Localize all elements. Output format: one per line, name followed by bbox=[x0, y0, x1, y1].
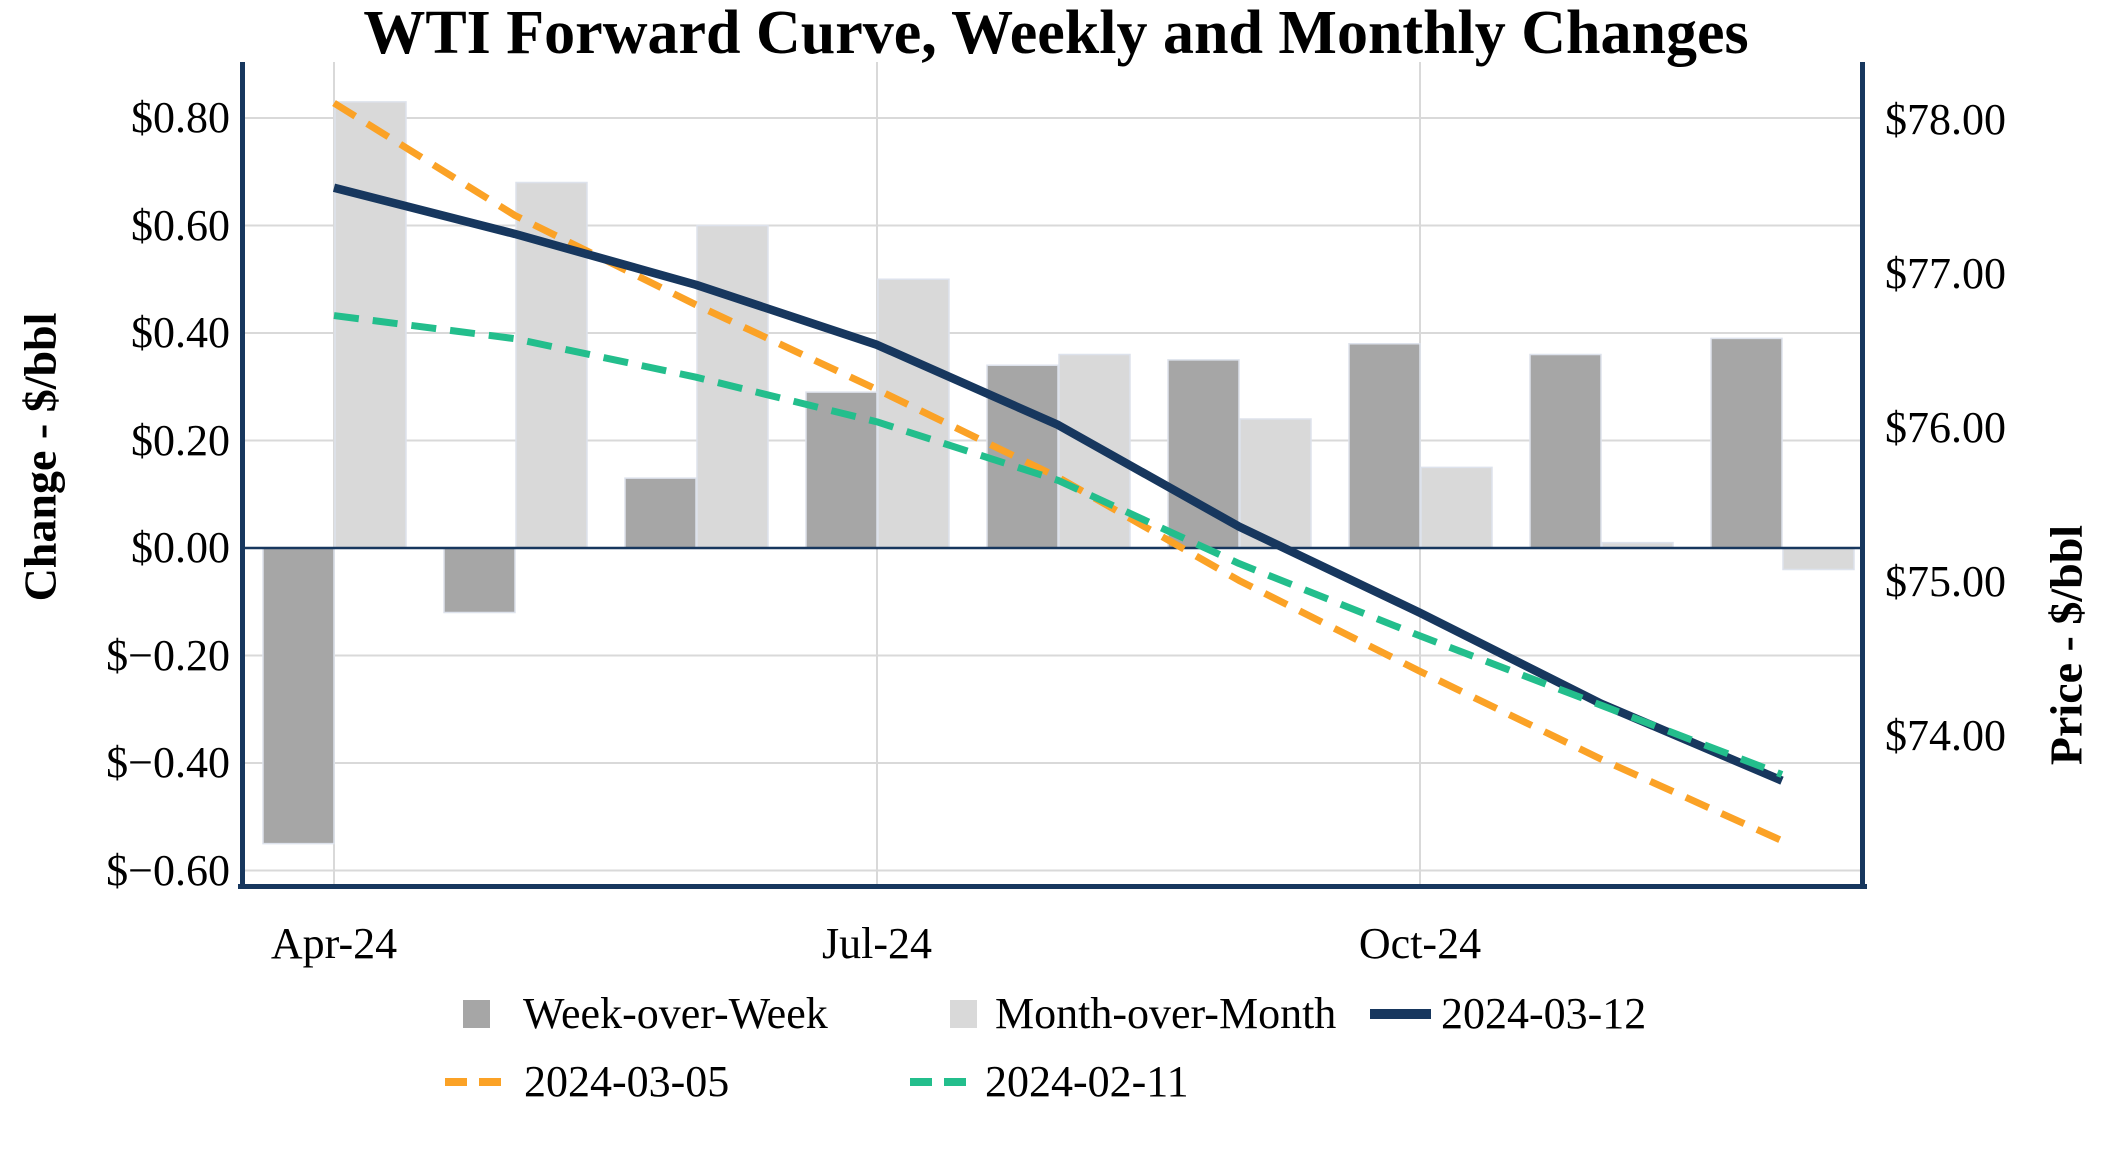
legend-item: 2024-03-12 bbox=[1370, 990, 1646, 1038]
line-2024-03-12 bbox=[332, 183, 1784, 785]
legend-marker-line-icon bbox=[1370, 1009, 1431, 1019]
x-axis-label: Jul-24 bbox=[822, 919, 932, 968]
right-axis-tick-label: $78.00 bbox=[1885, 95, 2006, 144]
left-axis-tick-label: $0.00 bbox=[131, 523, 230, 572]
legend-label: 2024-02-11 bbox=[985, 1057, 1189, 1106]
legend-item: Week-over-Week bbox=[463, 990, 828, 1038]
legend-label: Week-over-Week bbox=[523, 989, 828, 1038]
chart-title: WTI Forward Curve, Weekly and Monthly Ch… bbox=[363, 0, 1749, 67]
left-axis-tick-label: $0.40 bbox=[131, 308, 230, 357]
bar-month-over-month bbox=[1782, 547, 1855, 571]
bar-month-over-month bbox=[1058, 353, 1131, 549]
right-axis-line bbox=[1860, 62, 1865, 889]
legend-marker-square-icon bbox=[950, 1000, 977, 1028]
legend-label: Month-over-Month bbox=[995, 989, 1337, 1038]
right-axis-tick-label: $74.00 bbox=[1885, 711, 2006, 760]
bar-week-over-week bbox=[1348, 343, 1421, 549]
bar-week-over-week bbox=[805, 391, 878, 549]
legend-item: Month-over-Month bbox=[950, 990, 1336, 1038]
bar-week-over-week bbox=[986, 364, 1059, 549]
bar-week-over-week bbox=[624, 477, 697, 549]
legend-item: 2024-03-05 bbox=[445, 1058, 729, 1106]
bottom-axis-line bbox=[238, 884, 1867, 889]
bar-week-over-week bbox=[1529, 353, 1602, 549]
left-axis-tick-label: $0.20 bbox=[131, 415, 230, 465]
left-axis-tick-label: $0.60 bbox=[131, 200, 230, 250]
legend-label: 2024-03-12 bbox=[1441, 989, 1647, 1038]
line-2024-03-05 bbox=[332, 100, 1784, 844]
bar-week-over-week bbox=[262, 547, 335, 845]
legend-marker-square-icon bbox=[463, 1000, 490, 1028]
bar-month-over-month bbox=[1420, 466, 1493, 549]
bar-month-over-month bbox=[877, 278, 950, 549]
left-axis-tick-label: $−0.40 bbox=[106, 738, 230, 787]
right-axis-tick-label: $75.00 bbox=[1885, 557, 2006, 606]
left-axis-line bbox=[240, 62, 245, 889]
bar-week-over-week bbox=[443, 547, 516, 614]
left-axis-tick-label: $0.80 bbox=[131, 93, 230, 142]
bar-week-over-week bbox=[1710, 337, 1783, 549]
right-axis-tick-label: $77.00 bbox=[1885, 249, 2006, 298]
left-axis-tick-label: $−0.20 bbox=[106, 630, 230, 680]
legend-marker-dash-icon bbox=[910, 1078, 966, 1086]
x-axis-label: Apr-24 bbox=[270, 919, 398, 968]
legend-marker-dash-icon bbox=[445, 1078, 501, 1086]
x-axis-label: Oct-24 bbox=[1358, 919, 1482, 968]
bar-month-over-month bbox=[696, 224, 769, 549]
line-2024-02-11 bbox=[333, 312, 1784, 778]
legend-item: 2024-02-11 bbox=[910, 1058, 1189, 1106]
left-axis-tick-label: $−0.60 bbox=[106, 845, 230, 895]
legend-label: 2024-03-05 bbox=[524, 1057, 730, 1106]
right-axis-tick-label: $76.00 bbox=[1885, 403, 2006, 452]
